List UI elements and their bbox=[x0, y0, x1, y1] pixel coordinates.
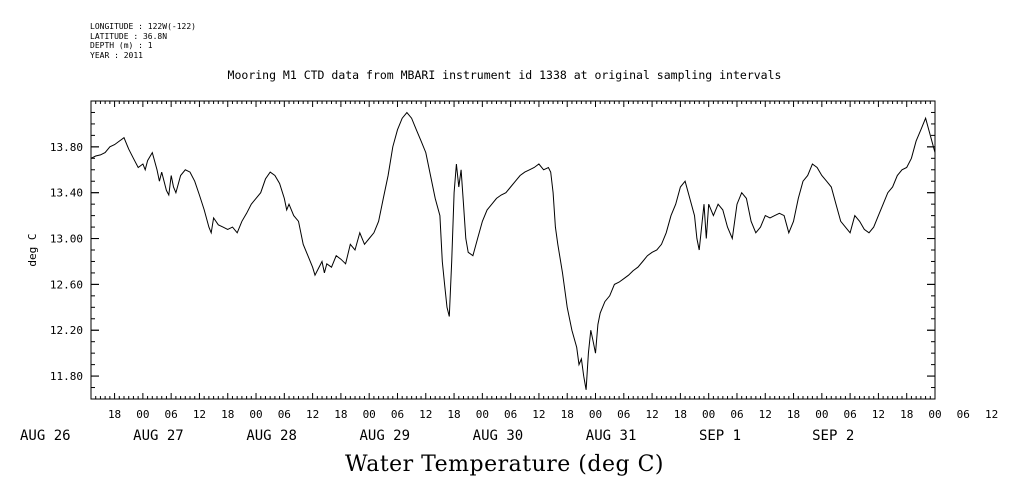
y-tick-label: 12.20 bbox=[50, 324, 83, 337]
x-tick-label: 18 bbox=[787, 408, 800, 421]
y-axis-label: deg C bbox=[26, 233, 39, 266]
x-tick-label: 18 bbox=[674, 408, 687, 421]
x-tick-label: 00 bbox=[815, 408, 828, 421]
x-tick-label: 18 bbox=[900, 408, 913, 421]
x-tick-label: 00 bbox=[928, 408, 941, 421]
x-tick-label: 18 bbox=[334, 408, 347, 421]
x-tick-label: 06 bbox=[165, 408, 178, 421]
x-tick-label: 06 bbox=[278, 408, 291, 421]
x-date-label: AUG 26 bbox=[20, 428, 71, 444]
plot-frame bbox=[90, 100, 936, 400]
x-tick-label: 06 bbox=[391, 408, 404, 421]
y-tick-label: 13.00 bbox=[50, 233, 83, 246]
x-tick-label: 00 bbox=[589, 408, 602, 421]
y-tick-label: 11.80 bbox=[50, 370, 83, 383]
x-tick-label: 06 bbox=[844, 408, 857, 421]
x-tick-label: 00 bbox=[249, 408, 262, 421]
chart-bottom-title: Water Temperature (deg C) bbox=[345, 452, 664, 477]
x-date-label: AUG 29 bbox=[359, 428, 410, 444]
chart-title: Mooring M1 CTD data from MBARI instrumen… bbox=[227, 68, 782, 82]
tick-group bbox=[90, 100, 936, 400]
x-tick-label: 12 bbox=[872, 408, 885, 421]
mooring-metadata: LONGITUDE : 122W(-122) LATITUDE : 36.8N … bbox=[90, 22, 196, 60]
x-date-label: AUG 28 bbox=[246, 428, 297, 444]
x-date-label: AUG 27 bbox=[133, 428, 184, 444]
temperature-series-line bbox=[90, 111, 936, 390]
latitude-label: LATITUDE : 36.8N bbox=[90, 31, 168, 41]
x-date-label: AUG 30 bbox=[473, 428, 524, 444]
y-tick-label: 13.40 bbox=[50, 187, 83, 200]
x-tick-label: 00 bbox=[702, 408, 715, 421]
x-tick-label: 12 bbox=[419, 408, 432, 421]
x-tick-label: 00 bbox=[136, 408, 149, 421]
x-tick-label: 18 bbox=[561, 408, 574, 421]
x-date-label: SEP 2 bbox=[812, 428, 854, 444]
x-tick-label: 06 bbox=[957, 408, 970, 421]
x-tick-label: 00 bbox=[476, 408, 489, 421]
x-tick-label: 06 bbox=[617, 408, 630, 421]
x-tick-label: 06 bbox=[730, 408, 743, 421]
x-tick-label: 12 bbox=[306, 408, 319, 421]
x-tick-label: 12 bbox=[985, 408, 998, 421]
axis-label-group: 18 00 06 12 18 00 06 12 18 00 06 12 18 00 06 12 18 00 06 12… bbox=[20, 141, 998, 444]
x-tick-label: 18 bbox=[108, 408, 121, 421]
x-tick-label: 12 bbox=[532, 408, 545, 421]
x-tick-label: 18 bbox=[447, 408, 460, 421]
y-tick-label: 12.60 bbox=[50, 278, 83, 291]
x-tick-label: 06 bbox=[504, 408, 517, 421]
x-tick-label: 00 bbox=[363, 408, 376, 421]
x-tick-label: 12 bbox=[645, 408, 658, 421]
x-tick-label: 12 bbox=[759, 408, 772, 421]
x-tick-label: 18 bbox=[221, 408, 234, 421]
x-tick-label: 12 bbox=[193, 408, 206, 421]
year-label: YEAR : 2011 bbox=[90, 50, 143, 60]
depth-label: DEPTH (m) : 1 bbox=[90, 41, 153, 50]
x-date-label: SEP 1 bbox=[699, 428, 741, 444]
longitude-label: LONGITUDE : 122W(-122) bbox=[90, 22, 196, 31]
y-tick-label: 13.80 bbox=[50, 141, 83, 154]
x-date-label: AUG 31 bbox=[586, 428, 637, 444]
